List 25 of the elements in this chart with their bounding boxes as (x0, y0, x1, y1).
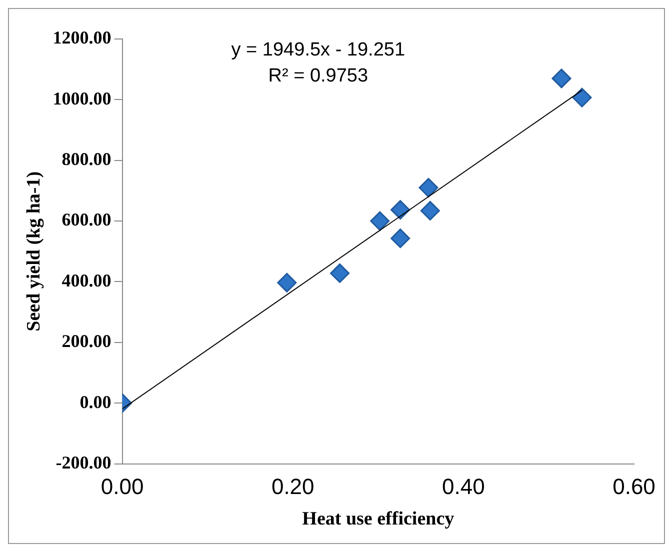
y-tick-label: 0.00 (80, 392, 112, 412)
point (330, 263, 350, 283)
y-axis-title: Seed yield (kg ha-1) (23, 171, 44, 332)
point (390, 200, 410, 220)
y-tick-label: 800.00 (62, 149, 112, 170)
y-tick-label: -200.00 (56, 452, 112, 472)
point (277, 272, 297, 292)
point (370, 211, 390, 231)
point (552, 68, 572, 88)
point (420, 200, 440, 220)
y-tick-label: 600.00 (62, 210, 112, 230)
point (572, 88, 592, 108)
y-tick-label: 200.00 (62, 331, 112, 352)
point (390, 228, 410, 248)
y-tick-label: 1000.00 (52, 88, 112, 108)
x-tick-label: 0.20 (271, 474, 314, 500)
point (418, 178, 438, 198)
x-tick-label: 0.60 (612, 474, 656, 500)
x-tick-label: 0.40 (442, 474, 485, 500)
y-tick-label: 1200.00 (52, 28, 112, 48)
y-tick-label: 400.00 (62, 270, 112, 290)
annotation: y = 1949.5x - 19.251 (231, 40, 406, 61)
annotation: R² = 0.9753 (268, 66, 368, 87)
x-axis-title: Heat use efficiency (302, 508, 455, 530)
x-tick-label: 0.00 (100, 474, 144, 500)
